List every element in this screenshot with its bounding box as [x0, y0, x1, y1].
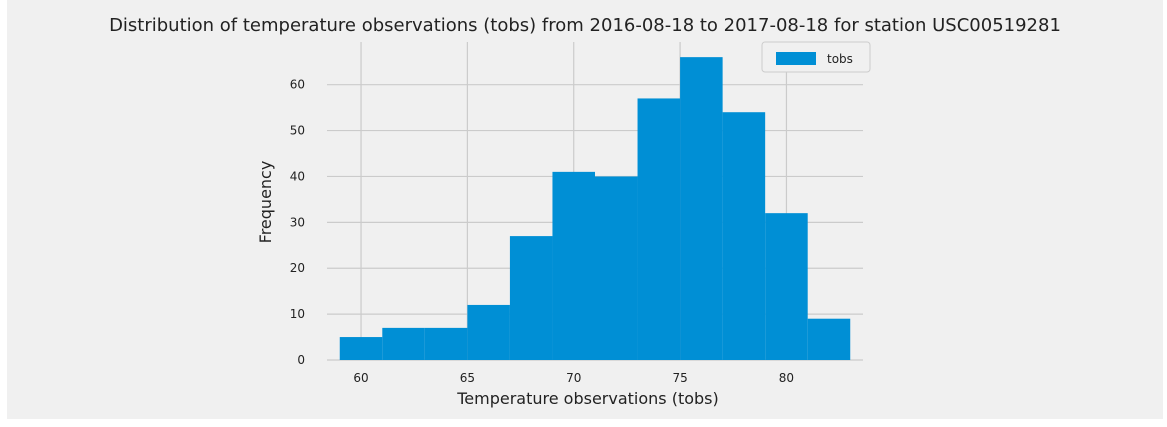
- histogram-bar: [424, 327, 468, 360]
- histogram-bar: [680, 57, 723, 361]
- histogram-bar: [382, 327, 425, 360]
- legend-label-tobs: tobs: [827, 52, 853, 66]
- histogram-bar: [807, 318, 851, 360]
- chart-figure: Distribution of temperature observations…: [7, 0, 1163, 419]
- x-tick-label: 65: [460, 371, 475, 385]
- histogram-bars: [339, 57, 851, 361]
- x-axis-label: Temperature observations (tobs): [456, 389, 719, 408]
- y-tick-label: 30: [290, 215, 305, 229]
- legend-swatch: [776, 52, 816, 65]
- histogram-bar: [467, 304, 510, 360]
- histogram-bar: [637, 98, 681, 360]
- x-tick-label: 60: [353, 371, 368, 385]
- y-tick-labels: 0 10 20 30 40 50 60: [290, 78, 305, 367]
- chart-title: Distribution of temperature observations…: [109, 15, 1061, 36]
- histogram-bar: [509, 236, 553, 360]
- x-tick-label: 70: [566, 371, 581, 385]
- histogram-chart: Distribution of temperature observations…: [109, 15, 1061, 408]
- y-tick-label: 10: [290, 307, 305, 321]
- histogram-bar: [339, 337, 383, 360]
- y-tick-label: 40: [290, 169, 305, 183]
- y-tick-label: 0: [297, 353, 305, 367]
- histogram-bar: [722, 112, 766, 360]
- histogram-bar: [765, 213, 808, 360]
- y-tick-label: 50: [290, 124, 305, 138]
- y-axis-label: Frequency: [256, 161, 275, 244]
- y-tick-label: 60: [290, 78, 305, 92]
- y-tick-label: 20: [290, 261, 305, 275]
- legend: tobs: [761, 41, 871, 73]
- x-tick-label: 75: [672, 371, 687, 385]
- histogram-bar: [595, 176, 638, 360]
- histogram-bar: [552, 171, 595, 360]
- x-tick-labels: 60 65 70 75 80: [353, 371, 794, 385]
- x-tick-label: 80: [779, 371, 794, 385]
